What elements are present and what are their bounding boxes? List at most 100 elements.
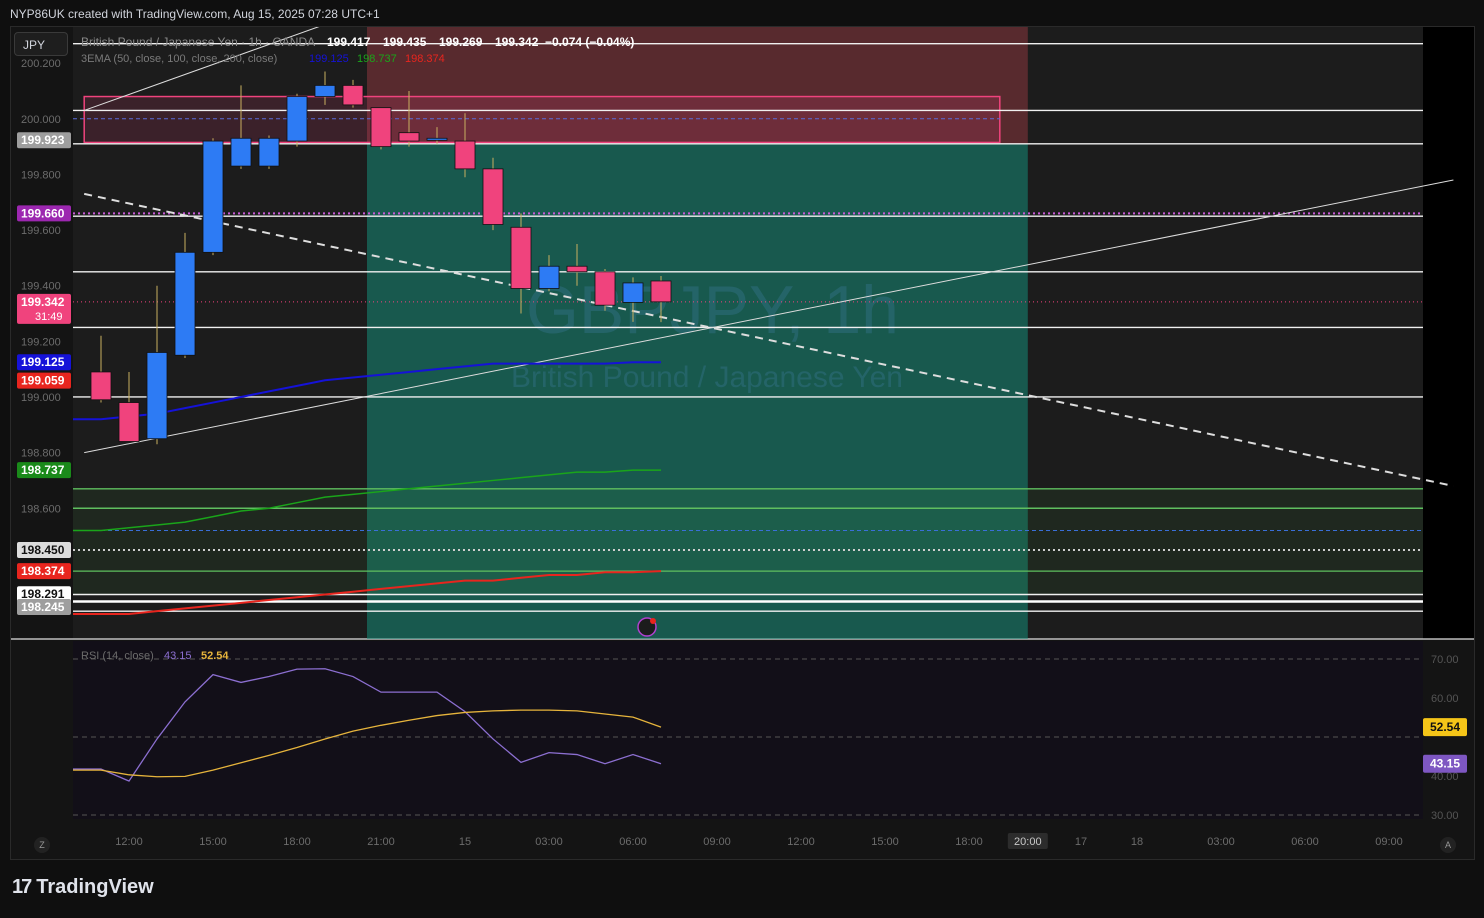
candle[interactable] <box>454 140 476 170</box>
candle[interactable] <box>202 140 224 253</box>
y-tick-label: 199.000 <box>21 392 61 404</box>
legend-high: 199.435 <box>383 35 427 49</box>
badge-ref5-bg <box>17 586 71 603</box>
x-tick-label: 12:00 <box>115 836 143 848</box>
legend-open: 199.417 <box>327 35 371 49</box>
candle[interactable] <box>90 371 112 401</box>
legend-ma50-value: 199.125 <box>309 53 349 65</box>
chart-frame[interactable]: GBPJPY, 1h British Pound / Japanese Yen 19… <box>10 26 1475 860</box>
resistance-box[interactable] <box>83 95 1001 144</box>
candle[interactable] <box>482 168 504 225</box>
candle[interactable] <box>510 226 532 289</box>
badge-ema100: 198.737 <box>21 463 65 477</box>
legend-close: 199.342 <box>495 35 539 49</box>
rsi-axis-label: 60.00 <box>1431 693 1459 705</box>
legend-symbol: British Pound / Japanese Yen · 1h · OAND… <box>81 35 315 49</box>
candle[interactable] <box>258 137 280 167</box>
candle[interactable] <box>146 352 168 440</box>
badge-ref3-bg <box>17 372 71 389</box>
legend-rsi: RSI (14, close) <box>81 650 154 662</box>
candle[interactable] <box>594 271 616 306</box>
candle[interactable] <box>370 107 392 148</box>
badge-ref6-bg <box>17 599 71 616</box>
y-tick-label: 198.600 <box>21 503 61 515</box>
x-tick-label: 06:00 <box>1291 836 1319 848</box>
badge-ref2-bg <box>17 205 71 222</box>
candle[interactable] <box>230 137 252 167</box>
badge-ema50: 199.125 <box>21 355 65 369</box>
candle[interactable] <box>398 132 420 142</box>
badge-rsi-ma-bg <box>1423 718 1467 737</box>
candle[interactable] <box>174 251 196 356</box>
rsi-ma-line <box>73 709 662 778</box>
badge-ref5: 198.291 <box>21 587 65 601</box>
x-tick-label: 18:00 <box>283 836 311 848</box>
badge-ref1: 199.923 <box>21 133 65 147</box>
x-tick-label: 15:00 <box>199 836 227 848</box>
x-tick-label: 03:00 <box>1207 836 1235 848</box>
rsi-axis-label: 30.00 <box>1431 810 1459 822</box>
x-tick-label: 18 <box>1131 836 1143 848</box>
ema200-line <box>73 570 662 615</box>
rsi-axis-label: 40.00 <box>1431 771 1459 783</box>
x-tick-label: 18:00 <box>955 836 983 848</box>
x-tick-label: 03:00 <box>535 836 563 848</box>
badge-ref4-bg <box>17 541 71 558</box>
legend-ma: 3EMA (50, close, 100, close, 200, close) <box>81 53 277 65</box>
ema100-line <box>73 469 661 532</box>
candle[interactable] <box>566 265 588 273</box>
badge-ema100-bg <box>17 462 71 479</box>
candle[interactable] <box>342 85 364 106</box>
ema50-line <box>73 361 661 421</box>
support-band <box>73 488 1423 595</box>
x-tick-label: 09:00 <box>1375 836 1403 848</box>
candle[interactable] <box>426 137 448 141</box>
candle[interactable] <box>314 85 336 97</box>
candle[interactable] <box>286 96 308 142</box>
y-tick-label: 198.800 <box>21 448 61 460</box>
x-tick-label: 06:00 <box>619 836 647 848</box>
y-tick-label: 199.200 <box>21 336 61 348</box>
candle[interactable] <box>538 265 560 289</box>
watermark-name: British Pound / Japanese Yen <box>511 361 903 394</box>
trendline-0[interactable] <box>84 27 512 111</box>
watermark-symbol: GBPJPY, 1h <box>526 272 899 348</box>
badge-last: 199.342 <box>21 295 65 309</box>
created-by-line: NYP86UK created with TradingView.com, Au… <box>10 7 380 21</box>
badge-rsi: 43.15 <box>1430 757 1460 771</box>
position-reward-zone[interactable] <box>367 143 1028 639</box>
alert-dot-icon <box>650 618 656 624</box>
tradingview-branding: 17 TradingView <box>12 876 154 899</box>
currency-button[interactable]: JPY <box>14 32 68 56</box>
trendline-1[interactable] <box>84 179 1454 454</box>
y-tick-label: 200.200 <box>21 58 61 70</box>
candle[interactable] <box>118 402 140 442</box>
badge-rsi-bg <box>1423 754 1467 773</box>
badge-ref4: 198.450 <box>21 543 65 557</box>
price-axis-area[interactable] <box>1423 27 1474 639</box>
badge-ema200: 198.374 <box>21 564 65 578</box>
legend-low: 199.269 <box>439 35 483 49</box>
time-badge-bg <box>1007 833 1048 849</box>
legend-ma200-value: 198.374 <box>405 53 445 65</box>
y-tick-label: 199.400 <box>21 281 61 293</box>
badge-ema200-bg <box>17 563 71 580</box>
auto-scale-button[interactable]: A <box>1440 837 1456 853</box>
badge-ema50-bg <box>17 354 71 371</box>
y-tick-label: 200.000 <box>21 114 61 126</box>
badge-ref3: 199.059 <box>21 374 65 388</box>
x-tick-label: 12:00 <box>787 836 815 848</box>
timezone-button[interactable]: Z <box>34 837 50 853</box>
chart-canvas[interactable]: GBPJPY, 1h British Pound / Japanese Yen 19… <box>11 27 1474 859</box>
legend-change: −0.074 (−0.04%) <box>545 35 634 49</box>
rsi-pane[interactable] <box>73 641 1423 819</box>
y-tick-label: 199.800 <box>21 169 61 181</box>
legend-ma100-value: 198.737 <box>357 53 397 65</box>
x-tick-label: 21:00 <box>367 836 395 848</box>
position-risk-zone[interactable] <box>367 27 1028 144</box>
badge-rsi-ma: 52.54 <box>1430 720 1460 734</box>
trendline-2[interactable] <box>83 192 1454 487</box>
candle[interactable] <box>622 282 644 303</box>
candle[interactable] <box>650 280 672 303</box>
tradingview-name: TradingView <box>36 876 154 898</box>
